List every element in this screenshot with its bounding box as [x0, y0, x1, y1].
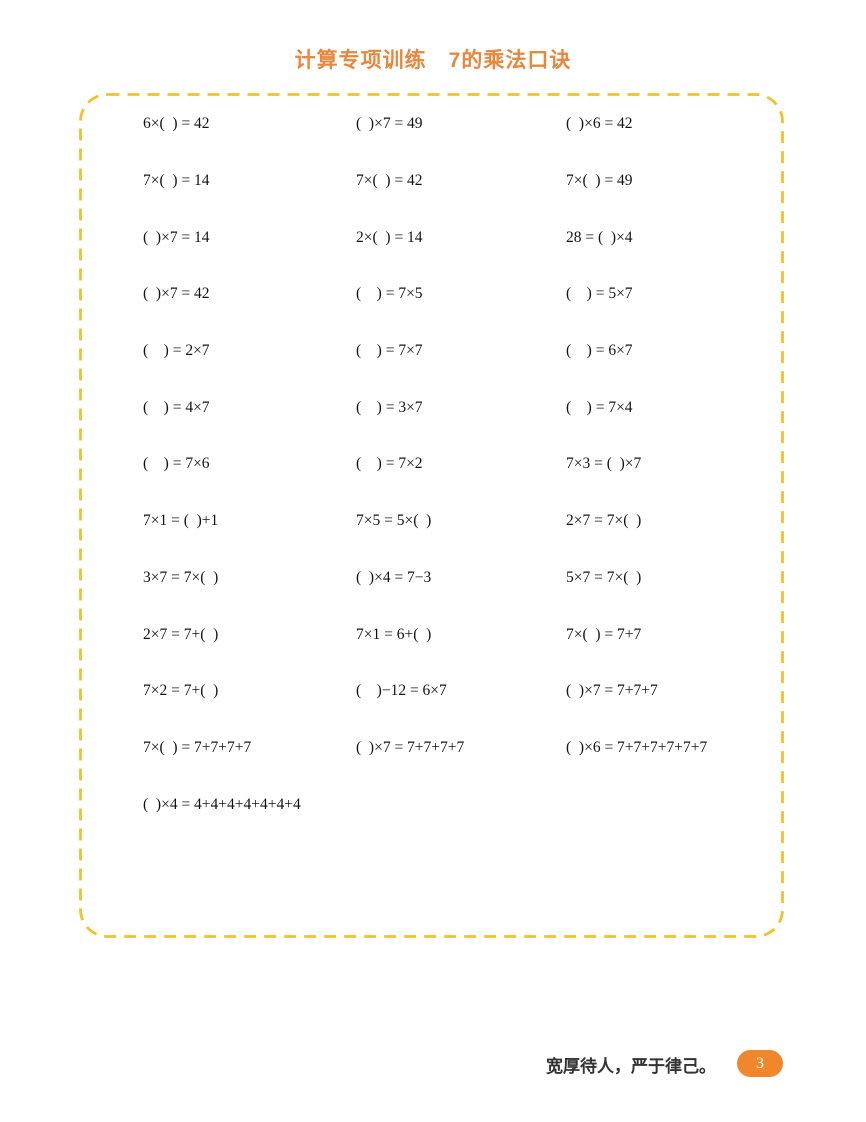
equation: ( )−12 = 6×7 [356, 682, 447, 700]
exercise-row: 7×( ) = 14 7×( ) = 42 7×( ) = 49 [143, 153, 783, 210]
exercise-row: 6×( ) = 42 ( )×7 = 49 ( )×6 = 42 [143, 96, 783, 153]
equation: ( )×7 = 42 [143, 285, 210, 303]
equation: 7×( ) = 49 [566, 172, 633, 190]
equation: ( ) = 6×7 [566, 342, 633, 360]
equation: ( )×6 = 7+7+7+7+7+7 [566, 738, 708, 756]
exercise-row: ( )×7 = 14 2×( ) = 14 28 = ( )×4 [143, 209, 783, 266]
equation: 6×( ) = 42 [143, 115, 210, 133]
equation: 7×( ) = 14 [143, 172, 210, 190]
exercise-row: 2×7 = 7+( ) 7×1 = 6+( ) 7×( ) = 7+7 [143, 606, 783, 663]
page-number-badge: 3 [737, 1050, 783, 1077]
equation: ( ) = 7×2 [356, 455, 423, 473]
exercise-row: ( ) = 7×6 ( ) = 7×2 7×3 = ( )×7 [143, 436, 783, 493]
equation: 2×7 = 7+( ) [143, 625, 219, 643]
equation: 7×( ) = 7+7 [566, 625, 642, 643]
equation: ( )×6 = 42 [566, 115, 633, 133]
exercise-row: 7×( ) = 7+7+7+7 ( )×7 = 7+7+7+7 ( )×6 = … [143, 720, 783, 777]
equation: ( )×7 = 7+7+7 [566, 682, 658, 700]
dashed-border [79, 93, 784, 938]
equation: ( ) = 7×6 [143, 455, 210, 473]
equation: 2×7 = 7×( ) [566, 512, 642, 530]
equation: ( ) = 5×7 [566, 285, 633, 303]
equation: 3×7 = 7×( ) [143, 568, 219, 586]
equation: 28 = ( )×4 [566, 228, 633, 246]
equation: ( ) = 7×5 [356, 285, 423, 303]
exercise-row: ( )×4 = 4+4+4+4+4+4+4 [143, 776, 783, 833]
equation: ( )×7 = 7+7+7+7 [356, 738, 465, 756]
equation: 7×1 = ( )+1 [143, 512, 219, 530]
footer-motto: 宽厚待人，严于律己。 [546, 1057, 716, 1076]
exercise-row: 3×7 = 7×( ) ( )×4 = 7−3 5×7 = 7×( ) [143, 550, 783, 607]
equation: ( ) = 3×7 [356, 398, 423, 416]
equation: ( ) = 7×7 [356, 342, 423, 360]
equation: ( ) = 2×7 [143, 342, 210, 360]
exercise-grid: 6×( ) = 42 ( )×7 = 49 ( )×6 = 42 7×( ) =… [143, 96, 783, 833]
equation: ( )×7 = 49 [356, 115, 423, 133]
equation: 2×( ) = 14 [356, 228, 423, 246]
equation: ( )×4 = 7−3 [356, 568, 432, 586]
equation: 5×7 = 7×( ) [566, 568, 642, 586]
equation: 7×( ) = 7+7+7+7 [143, 738, 252, 756]
equation: 7×3 = ( )×7 [566, 455, 642, 473]
exercise-row: ( ) = 4×7 ( ) = 3×7 ( ) = 7×4 [143, 379, 783, 436]
exercise-row: ( )×7 = 42 ( ) = 7×5 ( ) = 5×7 [143, 266, 783, 323]
exercise-row: 7×1 = ( )+1 7×5 = 5×( ) 2×7 = 7×( ) [143, 493, 783, 550]
exercise-row: ( ) = 2×7 ( ) = 7×7 ( ) = 6×7 [143, 323, 783, 380]
worksheet-panel: 6×( ) = 42 ( )×7 = 49 ( )×6 = 42 7×( ) =… [79, 93, 784, 938]
equation: 7×1 = 6+( ) [356, 625, 432, 643]
equation: ( ) = 4×7 [143, 398, 210, 416]
equation: ( ) = 7×4 [566, 398, 633, 416]
equation: 7×( ) = 42 [356, 172, 423, 190]
equation: 7×2 = 7+( ) [143, 682, 219, 700]
equation: ( )×7 = 14 [143, 228, 210, 246]
page-title: 计算专项训练 7的乘法口诀 [294, 49, 572, 72]
equation: ( )×4 = 4+4+4+4+4+4+4 [143, 795, 301, 813]
equation: 7×5 = 5×( ) [356, 512, 432, 530]
exercise-row: 7×2 = 7+( ) ( )−12 = 6×7 ( )×7 = 7+7+7 [143, 663, 783, 720]
